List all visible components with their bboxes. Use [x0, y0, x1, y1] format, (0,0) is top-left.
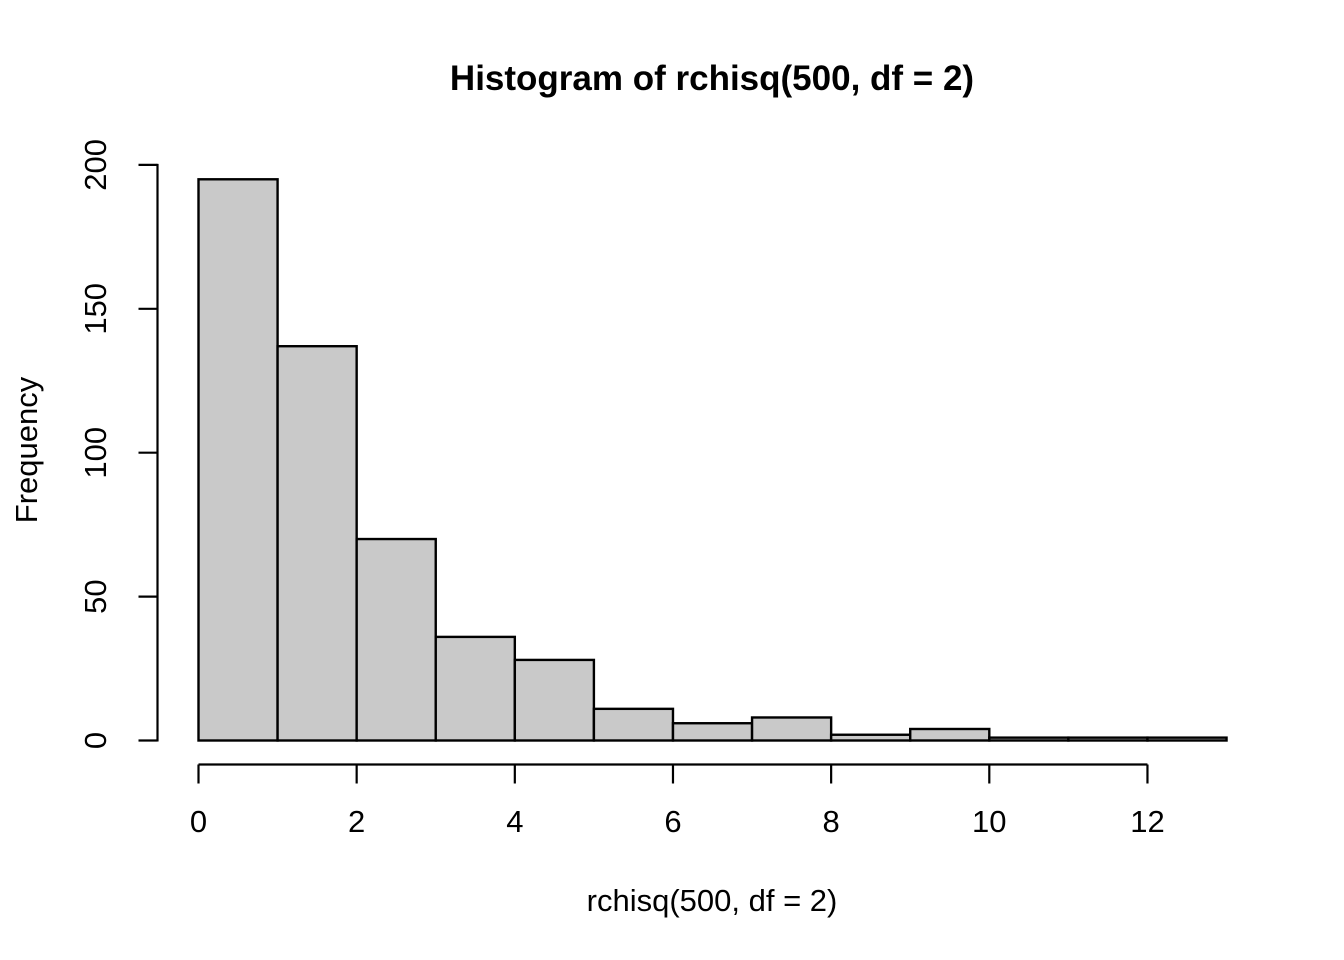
x-tick-label: 0: [190, 804, 207, 839]
x-axis-label: rchisq(500, df = 2): [587, 883, 838, 918]
histogram-bar: [750, 716, 833, 742]
histogram-bar: [355, 537, 437, 742]
y-tick-label: 100: [78, 427, 113, 479]
histogram-bar: [988, 736, 1070, 742]
x-tick-label: 4: [506, 804, 523, 839]
histogram-bars: [197, 178, 1228, 742]
chart-title: Histogram of rchisq(500, df = 2): [450, 59, 974, 98]
histogram-bar: [197, 178, 279, 742]
histogram-bar: [592, 707, 675, 742]
x-tick-label: 8: [823, 804, 840, 839]
histogram-bar: [513, 658, 596, 742]
y-tick-label: 0: [78, 732, 113, 749]
plot-labels: Histogram of rchisq(500, df = 2) rchisq(…: [9, 59, 1165, 918]
plot-axes: [138, 163, 1149, 784]
x-tick-label: 6: [664, 804, 681, 839]
x-tick-label: 12: [1130, 804, 1164, 839]
histogram-bar: [1067, 736, 1149, 742]
histogram-bar: [909, 727, 991, 742]
histogram-bar: [434, 635, 517, 742]
y-axis-label: Frequency: [9, 376, 44, 523]
y-tick-label: 150: [78, 283, 113, 335]
histogram-bar: [276, 345, 358, 742]
histogram-bar: [1146, 736, 1228, 742]
histogram-bar: [829, 733, 912, 742]
y-tick-label: 50: [78, 579, 113, 613]
y-tick-label: 200: [78, 139, 113, 191]
histogram-bar: [671, 722, 754, 742]
x-tick-label: 2: [348, 804, 365, 839]
x-tick-label: 10: [972, 804, 1006, 839]
